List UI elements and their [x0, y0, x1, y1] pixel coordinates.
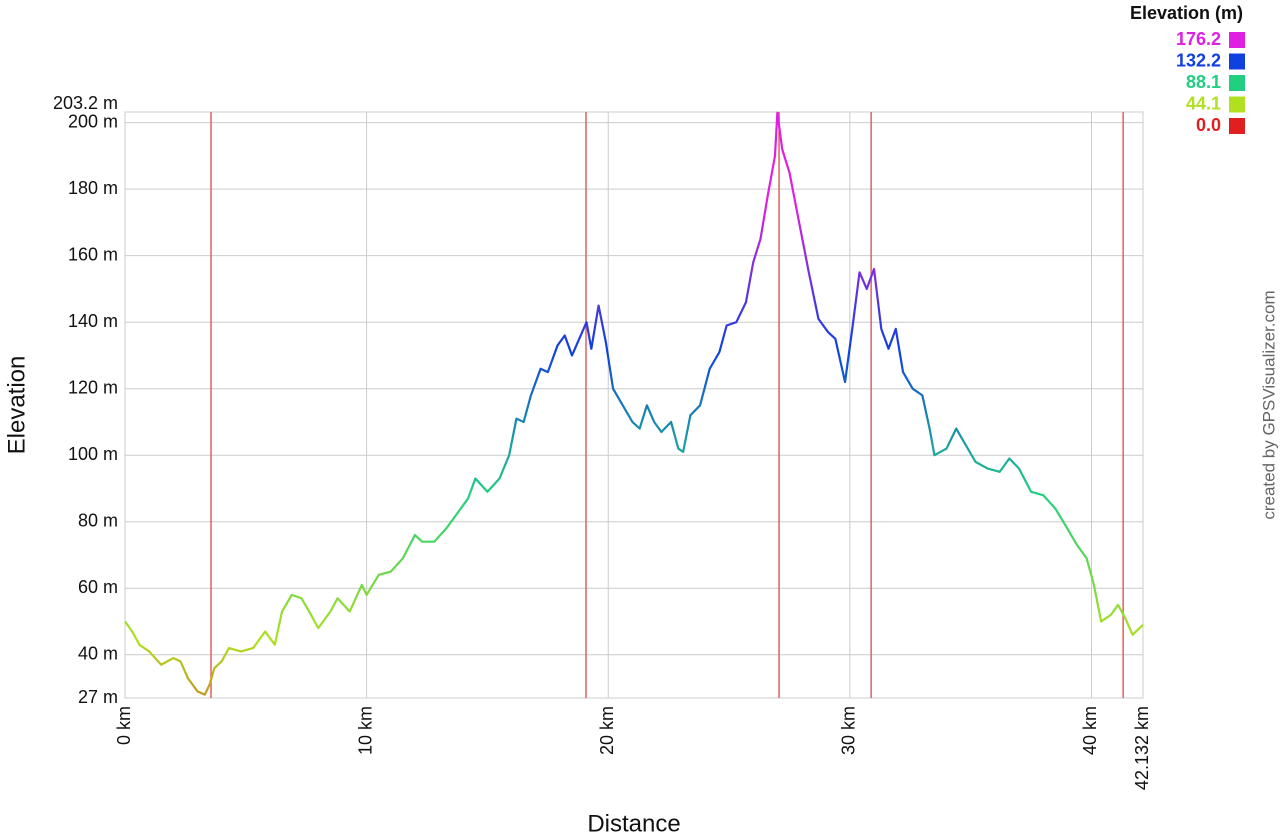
elevation-line	[124, 111, 1144, 696]
y-tick-label: 203.2 m	[53, 93, 118, 113]
legend-swatch	[1229, 75, 1245, 91]
y-tick-label: 180 m	[68, 178, 118, 198]
x-tick-label: 0 km	[114, 706, 134, 745]
y-tick-label: 100 m	[68, 444, 118, 464]
legend-label: 88.1	[1186, 72, 1221, 92]
legend-swatch	[1229, 96, 1245, 113]
legend-title: Elevation (m)	[1130, 3, 1243, 23]
y-axis-title: Elevation	[3, 356, 30, 455]
y-tick-label: 60 m	[78, 577, 118, 597]
y-tick-label: 160 m	[68, 244, 118, 264]
legend-swatch	[1229, 118, 1245, 134]
y-tick-label: 200 m	[68, 111, 118, 131]
x-tick-label: 30 km	[839, 706, 859, 755]
y-tick-label: 27 m	[78, 687, 118, 707]
x-tick-label: 20 km	[597, 706, 617, 755]
y-tick-label: 140 m	[68, 311, 118, 331]
x-tick-label: 42.132 km	[1132, 706, 1152, 790]
x-tick-label: 10 km	[355, 706, 375, 755]
y-tick-label: 80 m	[78, 510, 118, 530]
legend-label: 132.2	[1176, 50, 1221, 70]
plot-frame	[124, 111, 1144, 699]
legend-swatch	[1229, 32, 1245, 48]
y-tick-label: 120 m	[68, 377, 118, 397]
x-tick-label: 40 km	[1080, 706, 1100, 755]
legend-swatch	[1229, 53, 1245, 70]
legend-label: 176.2	[1176, 29, 1221, 49]
credit: created by GPSVisualizer.com	[1259, 290, 1278, 519]
x-axis-title: Distance	[587, 810, 680, 837]
y-tick-label: 40 m	[78, 644, 118, 664]
legend-label: 0.0	[1196, 115, 1221, 135]
legend-label: 44.1	[1186, 93, 1221, 113]
